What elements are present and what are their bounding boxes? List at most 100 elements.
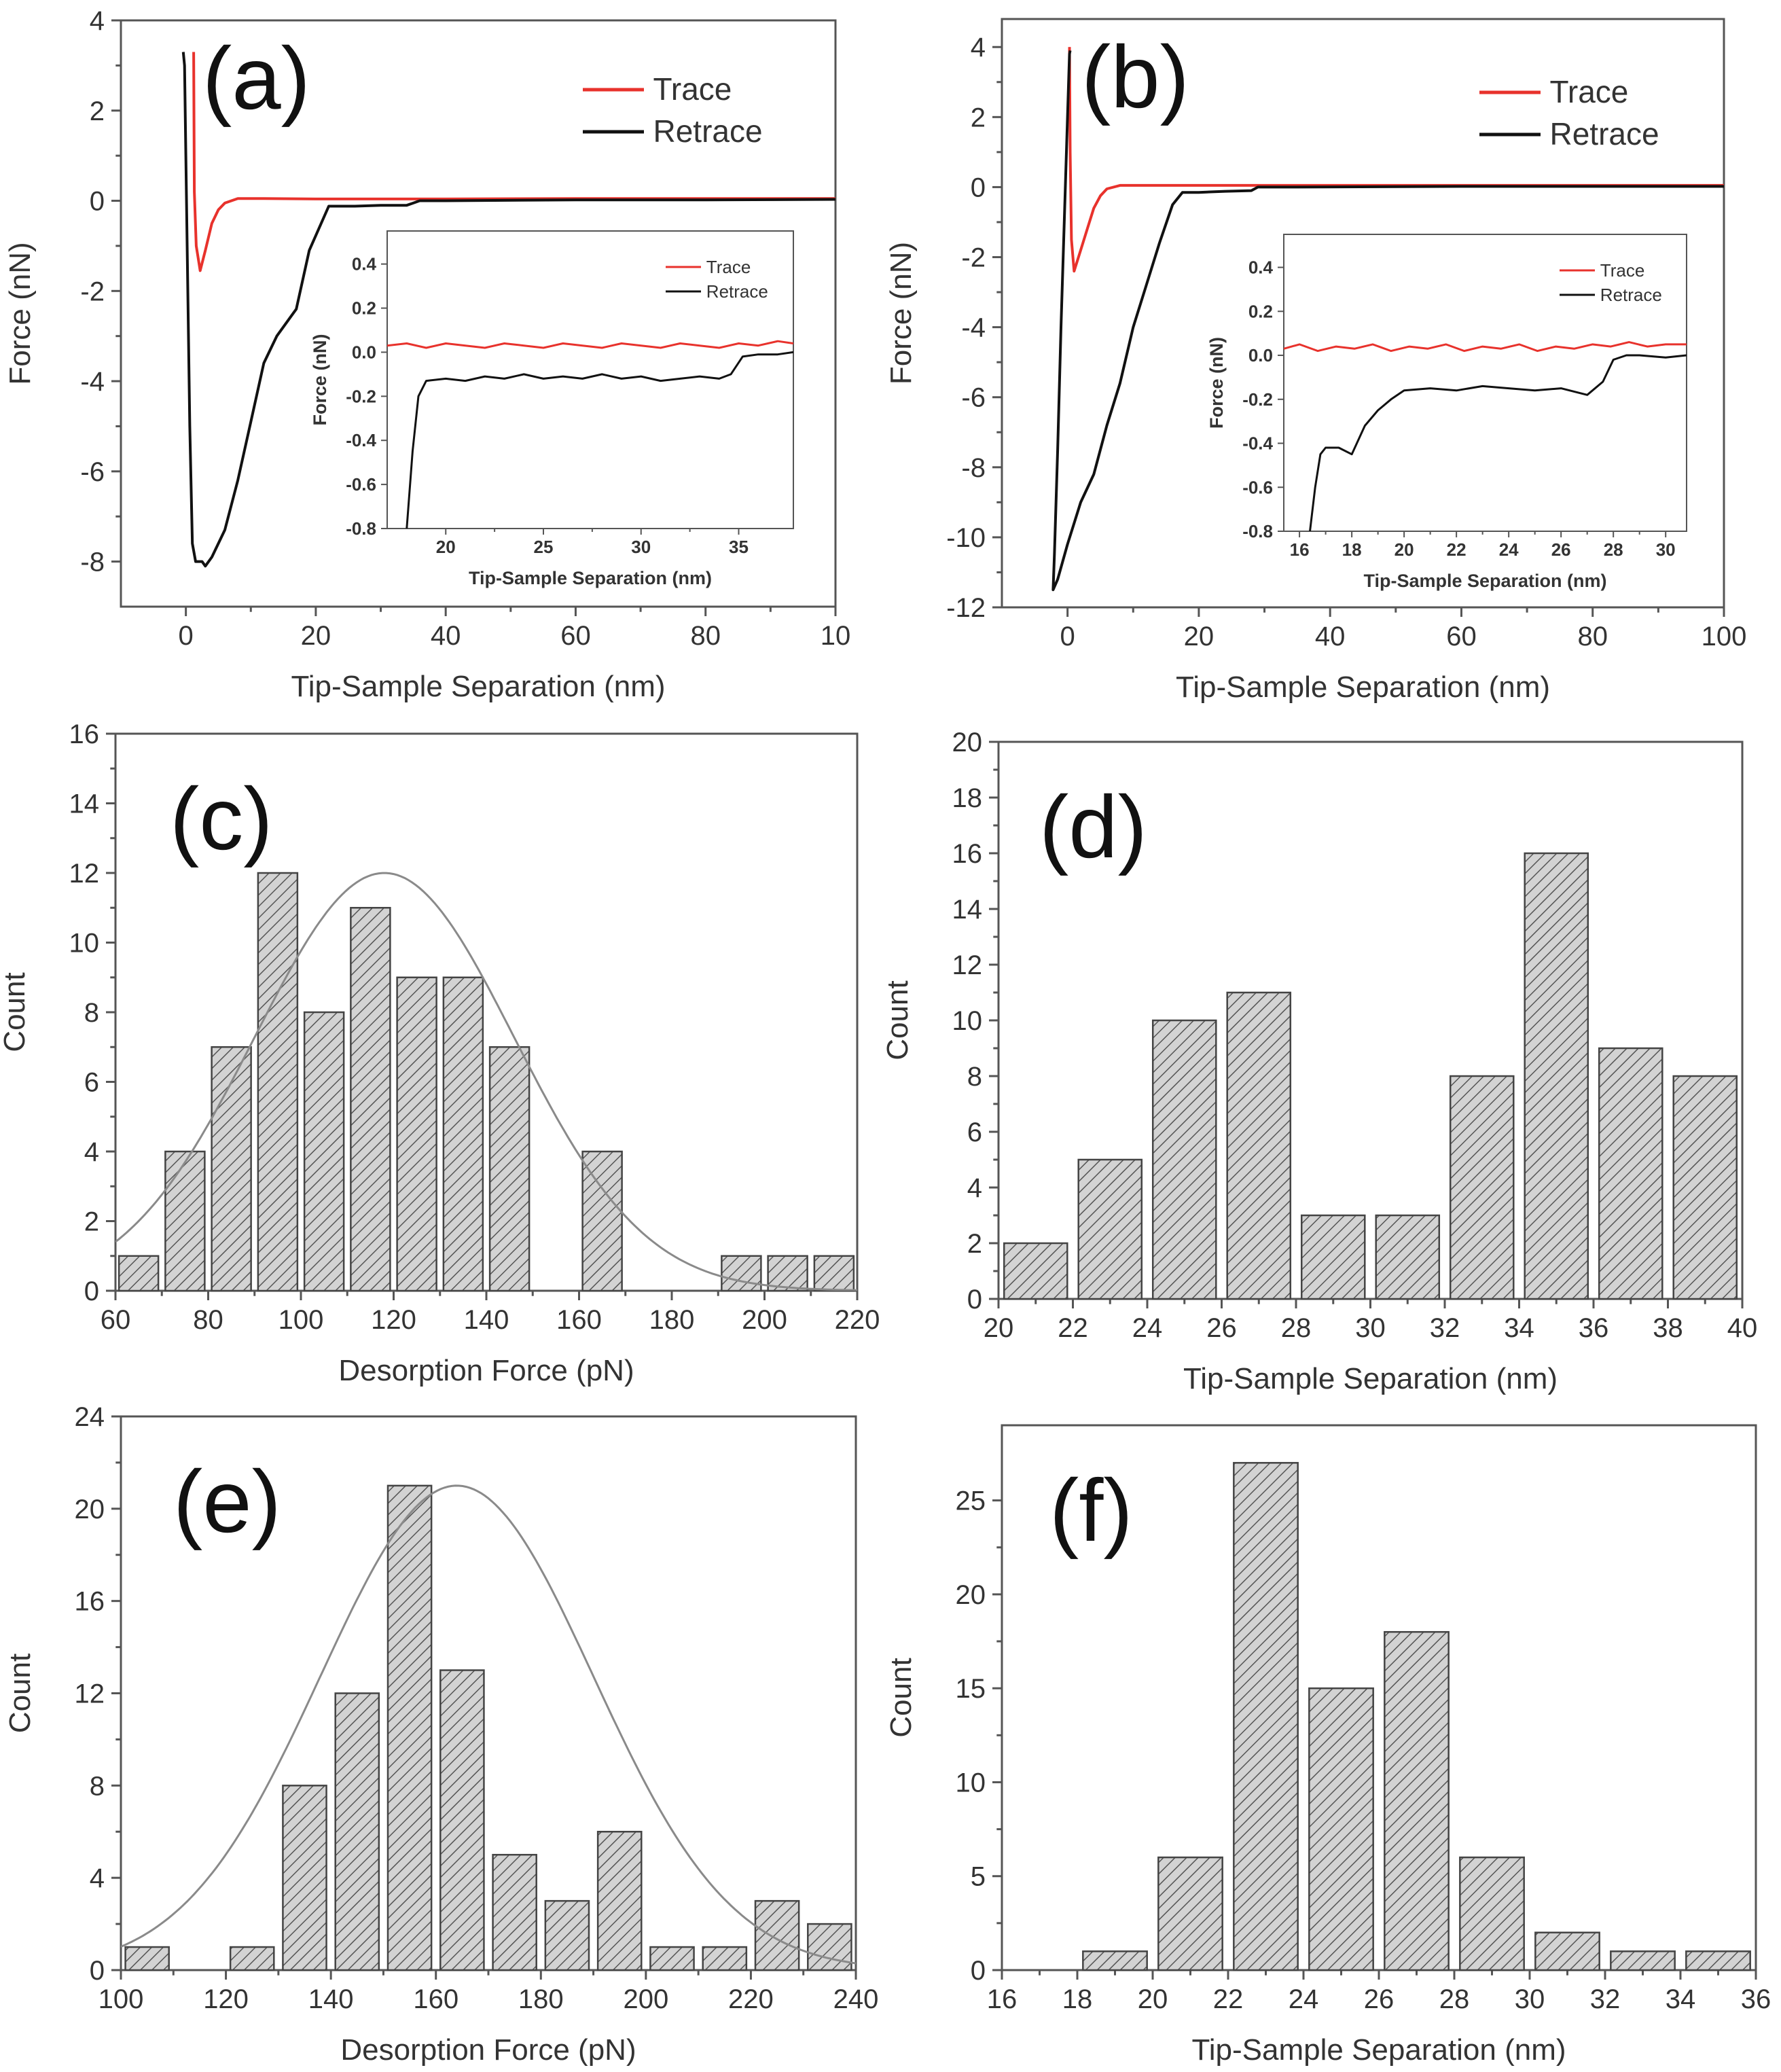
y-tick-label: -0.4 xyxy=(1242,433,1273,454)
series-line-retrace xyxy=(181,52,835,568)
y-tick-label: 0 xyxy=(84,1276,99,1306)
histogram-bar xyxy=(1459,1856,1525,1971)
y-tick-label: -6 xyxy=(961,383,986,413)
x-tick-label: 22 xyxy=(1213,1984,1244,2014)
y-tick-label: 12 xyxy=(69,859,100,889)
y-tick-label: 0.2 xyxy=(1248,301,1273,321)
histogram-bar xyxy=(396,976,437,1292)
x-tick-label: 38 xyxy=(1653,1313,1683,1343)
panel-d-histogram: 20 22 24 26 28 30 32 34 36 38 4002468101214161820T… xyxy=(881,728,1757,1395)
y-tick-label: 20 xyxy=(75,1495,105,1524)
y-tick-label: -0.8 xyxy=(346,518,376,539)
inset-plot: 16 18 20 22 24 26 28 30 -0.8 -0.6 -0.4 -0.2 0.0 0.2 0.… xyxy=(1206,234,1687,591)
y-tick-label: 12 xyxy=(75,1679,105,1709)
y-tick-label: -0.2 xyxy=(1242,389,1273,410)
x-tick-label: 10 xyxy=(821,621,851,651)
histogram-bar xyxy=(439,1669,485,1971)
x-axis-title: Tip-Sample Separation (nm) xyxy=(291,670,665,703)
x-tick-label: 26 xyxy=(1206,1313,1237,1343)
y-tick-label: 4 xyxy=(90,1863,105,1893)
series-line-retrace xyxy=(1051,50,1724,592)
y-tick-label: 20 xyxy=(956,1580,986,1610)
histogram-bar xyxy=(1300,1214,1366,1300)
y-tick-label: 4 xyxy=(84,1137,99,1167)
y-tick-label: -0.6 xyxy=(346,474,376,495)
x-tick-label: 20 xyxy=(1184,622,1215,651)
panel-label: (a) xyxy=(202,29,310,128)
histogram-bar xyxy=(1375,1214,1441,1300)
histogram-bar xyxy=(118,1255,160,1292)
histogram-bar xyxy=(257,872,299,1292)
histogram-bar xyxy=(767,1255,808,1292)
y-tick-label: 8 xyxy=(90,1771,105,1801)
plot-frame xyxy=(1001,18,1725,609)
panel-label: (e) xyxy=(173,1452,281,1551)
x-tick-label: 0 xyxy=(1060,622,1075,651)
legend-label-retrace: Retrace xyxy=(706,281,768,302)
y-tick-label: 2 xyxy=(84,1207,99,1237)
histogram-bar xyxy=(1003,1242,1068,1300)
legend-label-trace: Trace xyxy=(706,257,751,277)
gaussian-fit-curve xyxy=(121,1484,856,1965)
panel-label: (b) xyxy=(1081,27,1189,126)
x-tick-label: 0 xyxy=(179,621,194,651)
histogram-bar xyxy=(1449,1075,1515,1300)
x-tick-label: 20 xyxy=(301,621,331,651)
y-tick-label: 24 xyxy=(75,1402,105,1432)
x-tick-label: 28 xyxy=(1439,1984,1470,2014)
y-axis-title: Force (nN) xyxy=(310,334,330,426)
y-tick-label: 0.0 xyxy=(1248,345,1273,365)
x-tick-label: 30 xyxy=(1656,539,1676,560)
x-tick-label: 200 xyxy=(742,1305,787,1335)
x-tick-label: 100 xyxy=(98,1984,144,2014)
y-tick-label: -8 xyxy=(80,548,105,577)
panel-c-histogram: 60 80 100 120 140 160 180 200 220 0 2 4 6 8 10 12 14 16 De… xyxy=(0,719,880,1387)
x-tick-label: 24 xyxy=(1499,539,1519,560)
x-tick-label: 20 xyxy=(1395,539,1414,560)
x-tick-label: 32 xyxy=(1430,1313,1460,1343)
y-tick-label: 2 xyxy=(90,96,105,126)
y-axis-title: Count xyxy=(0,972,31,1052)
y-tick-label: -2 xyxy=(961,243,986,273)
histogram-bar xyxy=(721,1255,762,1292)
y-tick-label: 4 xyxy=(971,33,986,62)
histogram-bar xyxy=(1598,1047,1663,1300)
x-tick-label: 100 xyxy=(1702,622,1747,651)
x-tick-label: 220 xyxy=(835,1305,880,1335)
x-tick-label: 20 xyxy=(436,537,456,557)
x-tick-label: 80 xyxy=(1577,622,1608,651)
x-tick-label: 18 xyxy=(1342,539,1362,560)
x-axis-title: Tip-Sample Separation (nm) xyxy=(1183,1362,1558,1395)
y-tick-label: 8 xyxy=(967,1062,982,1092)
y-tick-label: 10 xyxy=(69,929,100,959)
panel-label: (d) xyxy=(1039,777,1147,876)
x-tick-label: 20 xyxy=(1138,1984,1168,2014)
x-tick-label: 25 xyxy=(534,537,554,557)
x-tick-label: 30 xyxy=(1515,1984,1545,2014)
plot-frame xyxy=(120,19,837,608)
histogram-bar xyxy=(754,1899,800,1971)
y-tick-label: -12 xyxy=(946,593,986,623)
x-tick-label: 30 xyxy=(1355,1313,1386,1343)
series-line-retrace xyxy=(1309,354,1687,531)
y-tick-label: -6 xyxy=(80,457,105,487)
x-tick-label: 80 xyxy=(193,1305,223,1335)
histogram-bar xyxy=(1672,1075,1738,1300)
x-tick-label: 24 xyxy=(1289,1984,1319,2014)
histogram-bar xyxy=(124,1946,170,1971)
x-tick-label: 60 xyxy=(1446,622,1477,651)
histogram-bar xyxy=(350,907,391,1292)
x-tick-label: 140 xyxy=(464,1305,509,1335)
y-tick-label: 8 xyxy=(84,998,99,1028)
y-tick-label: 12 xyxy=(952,950,983,980)
x-tick-label: 36 xyxy=(1741,1984,1771,2014)
legend-label-trace: Trace xyxy=(1550,74,1629,109)
series-line-trace xyxy=(192,52,835,272)
x-tick-label: 16 xyxy=(987,1984,1018,2014)
x-axis-title: Desorption Force (pN) xyxy=(340,2033,636,2067)
histogram-bar xyxy=(1233,1462,1299,1971)
legend-label-retrace: Retrace xyxy=(653,113,763,149)
y-tick-label: 4 xyxy=(90,6,105,36)
panel-f-histogram: 16 18 20 22 24 26 28 30 32 34 36 0 5 10 15 20 25 Tip-Samp… xyxy=(884,1424,1771,2067)
